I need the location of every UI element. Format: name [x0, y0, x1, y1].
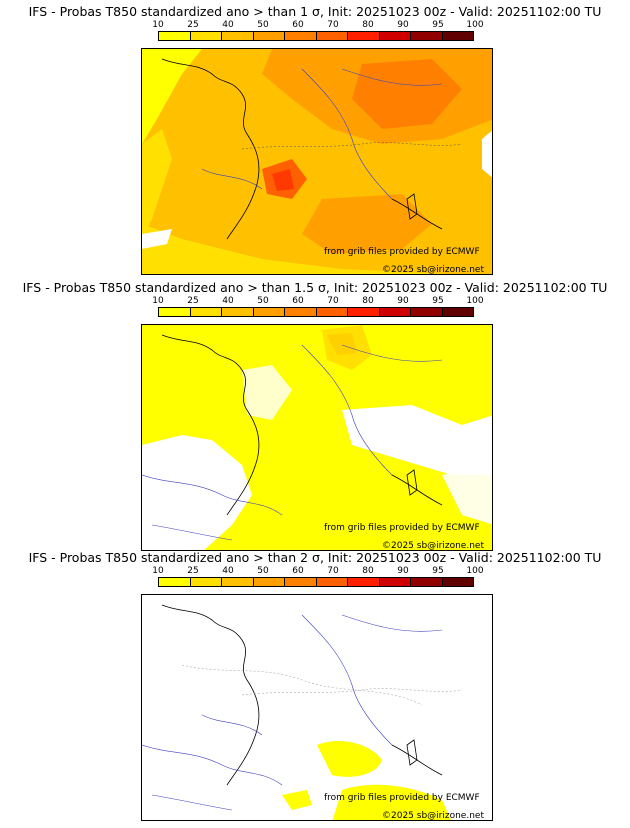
colorbar-segment [285, 578, 317, 586]
map-frame: from grib files provided by ECMWF ©2025 … [141, 48, 493, 275]
panel-title: IFS - Probas T850 standardized ano > tha… [28, 4, 602, 19]
colorbar-segment [411, 578, 443, 586]
colorbar-tick: 50 [257, 296, 269, 306]
colorbar-tick: 100 [466, 20, 484, 30]
colorbar-segment [411, 32, 443, 40]
colorbar-tick: 25 [187, 296, 199, 306]
copyright-credit: ©2025 sb@irizone.net [382, 265, 484, 275]
colorbar-labels: 10 25 40 50 60 70 80 90 95 100 [142, 296, 502, 308]
colorbar-segment [316, 308, 348, 316]
colorbar-segment [411, 308, 443, 316]
colorbar-segment [316, 32, 348, 40]
colorbar-tick: 40 [222, 20, 234, 30]
map-frame: from grib files provided by ECMWF ©2025 … [141, 324, 493, 551]
colorbar-tick: 80 [362, 296, 374, 306]
colorbar-segment [253, 578, 285, 586]
colorbar-tick: 60 [292, 296, 304, 306]
copyright-credit: ©2025 sb@irizone.net [382, 811, 484, 821]
colorbar-tick: 10 [152, 566, 164, 576]
colorbar-tick: 95 [432, 566, 444, 576]
colorbar-tick: 10 [152, 296, 164, 306]
colorbar-tick: 80 [362, 566, 374, 576]
colorbar-tick: 95 [432, 20, 444, 30]
colorbar-tick: 60 [292, 20, 304, 30]
colorbar-segment [159, 308, 191, 316]
colorbar-segment [442, 32, 473, 40]
colorbar-segment [253, 308, 285, 316]
colorbar-tick: 40 [222, 566, 234, 576]
colorbar-segment [159, 32, 191, 40]
colorbar [158, 577, 474, 587]
colorbar-segment [348, 578, 380, 586]
colorbar [158, 31, 474, 41]
colorbar-tick: 10 [152, 20, 164, 30]
colorbar-tick: 100 [466, 296, 484, 306]
map-panel-3: IFS - Probas T850 standardized ano > tha… [0, 546, 630, 822]
probability-map [142, 595, 492, 820]
colorbar-segment [379, 32, 411, 40]
colorbar-segment [285, 308, 317, 316]
colorbar-segment [379, 308, 411, 316]
colorbar-segment [190, 32, 222, 40]
colorbar-tick: 25 [187, 566, 199, 576]
colorbar-segment [442, 578, 473, 586]
map-frame: from grib files provided by ECMWF ©2025 … [141, 594, 493, 821]
colorbar-segment [285, 32, 317, 40]
panel-title: IFS - Probas T850 standardized ano > tha… [28, 550, 602, 565]
map-panel-2: IFS - Probas T850 standardized ano > tha… [0, 276, 630, 552]
colorbar-tick: 100 [466, 566, 484, 576]
colorbar-segment [222, 308, 254, 316]
source-credit: from grib files provided by ECMWF [324, 247, 480, 257]
colorbar-tick: 70 [327, 296, 339, 306]
colorbar-tick: 90 [397, 296, 409, 306]
colorbar-tick: 40 [222, 296, 234, 306]
colorbar-tick: 90 [397, 566, 409, 576]
copyright-credit: ©2025 sb@irizone.net [382, 541, 484, 551]
colorbar-segment [442, 308, 473, 316]
source-credit: from grib files provided by ECMWF [324, 793, 480, 803]
colorbar-tick: 80 [362, 20, 374, 30]
colorbar-segment [222, 578, 254, 586]
probability-map [142, 325, 492, 550]
colorbar-labels: 10 25 40 50 60 70 80 90 95 100 [142, 566, 502, 578]
colorbar-tick: 60 [292, 566, 304, 576]
source-credit: from grib files provided by ECMWF [324, 523, 480, 533]
colorbar-segment [190, 308, 222, 316]
colorbar-tick: 70 [327, 566, 339, 576]
colorbar-segment [253, 32, 285, 40]
colorbar-segment [222, 32, 254, 40]
colorbar-segment [190, 578, 222, 586]
colorbar-segment [379, 578, 411, 586]
panel-title: IFS - Probas T850 standardized ano > tha… [22, 280, 608, 295]
map-panel-1: IFS - Probas T850 standardized ano > tha… [0, 0, 630, 276]
colorbar-tick: 50 [257, 20, 269, 30]
colorbar-tick: 25 [187, 20, 199, 30]
colorbar-labels: 10 25 40 50 60 70 80 90 95 100 [142, 20, 502, 32]
colorbar-tick: 50 [257, 566, 269, 576]
colorbar-tick: 90 [397, 20, 409, 30]
colorbar-segment [348, 32, 380, 40]
colorbar-tick: 70 [327, 20, 339, 30]
colorbar-tick: 95 [432, 296, 444, 306]
probability-map [142, 49, 492, 274]
colorbar-segment [159, 578, 191, 586]
colorbar [158, 307, 474, 317]
colorbar-segment [348, 308, 380, 316]
colorbar-segment [316, 578, 348, 586]
